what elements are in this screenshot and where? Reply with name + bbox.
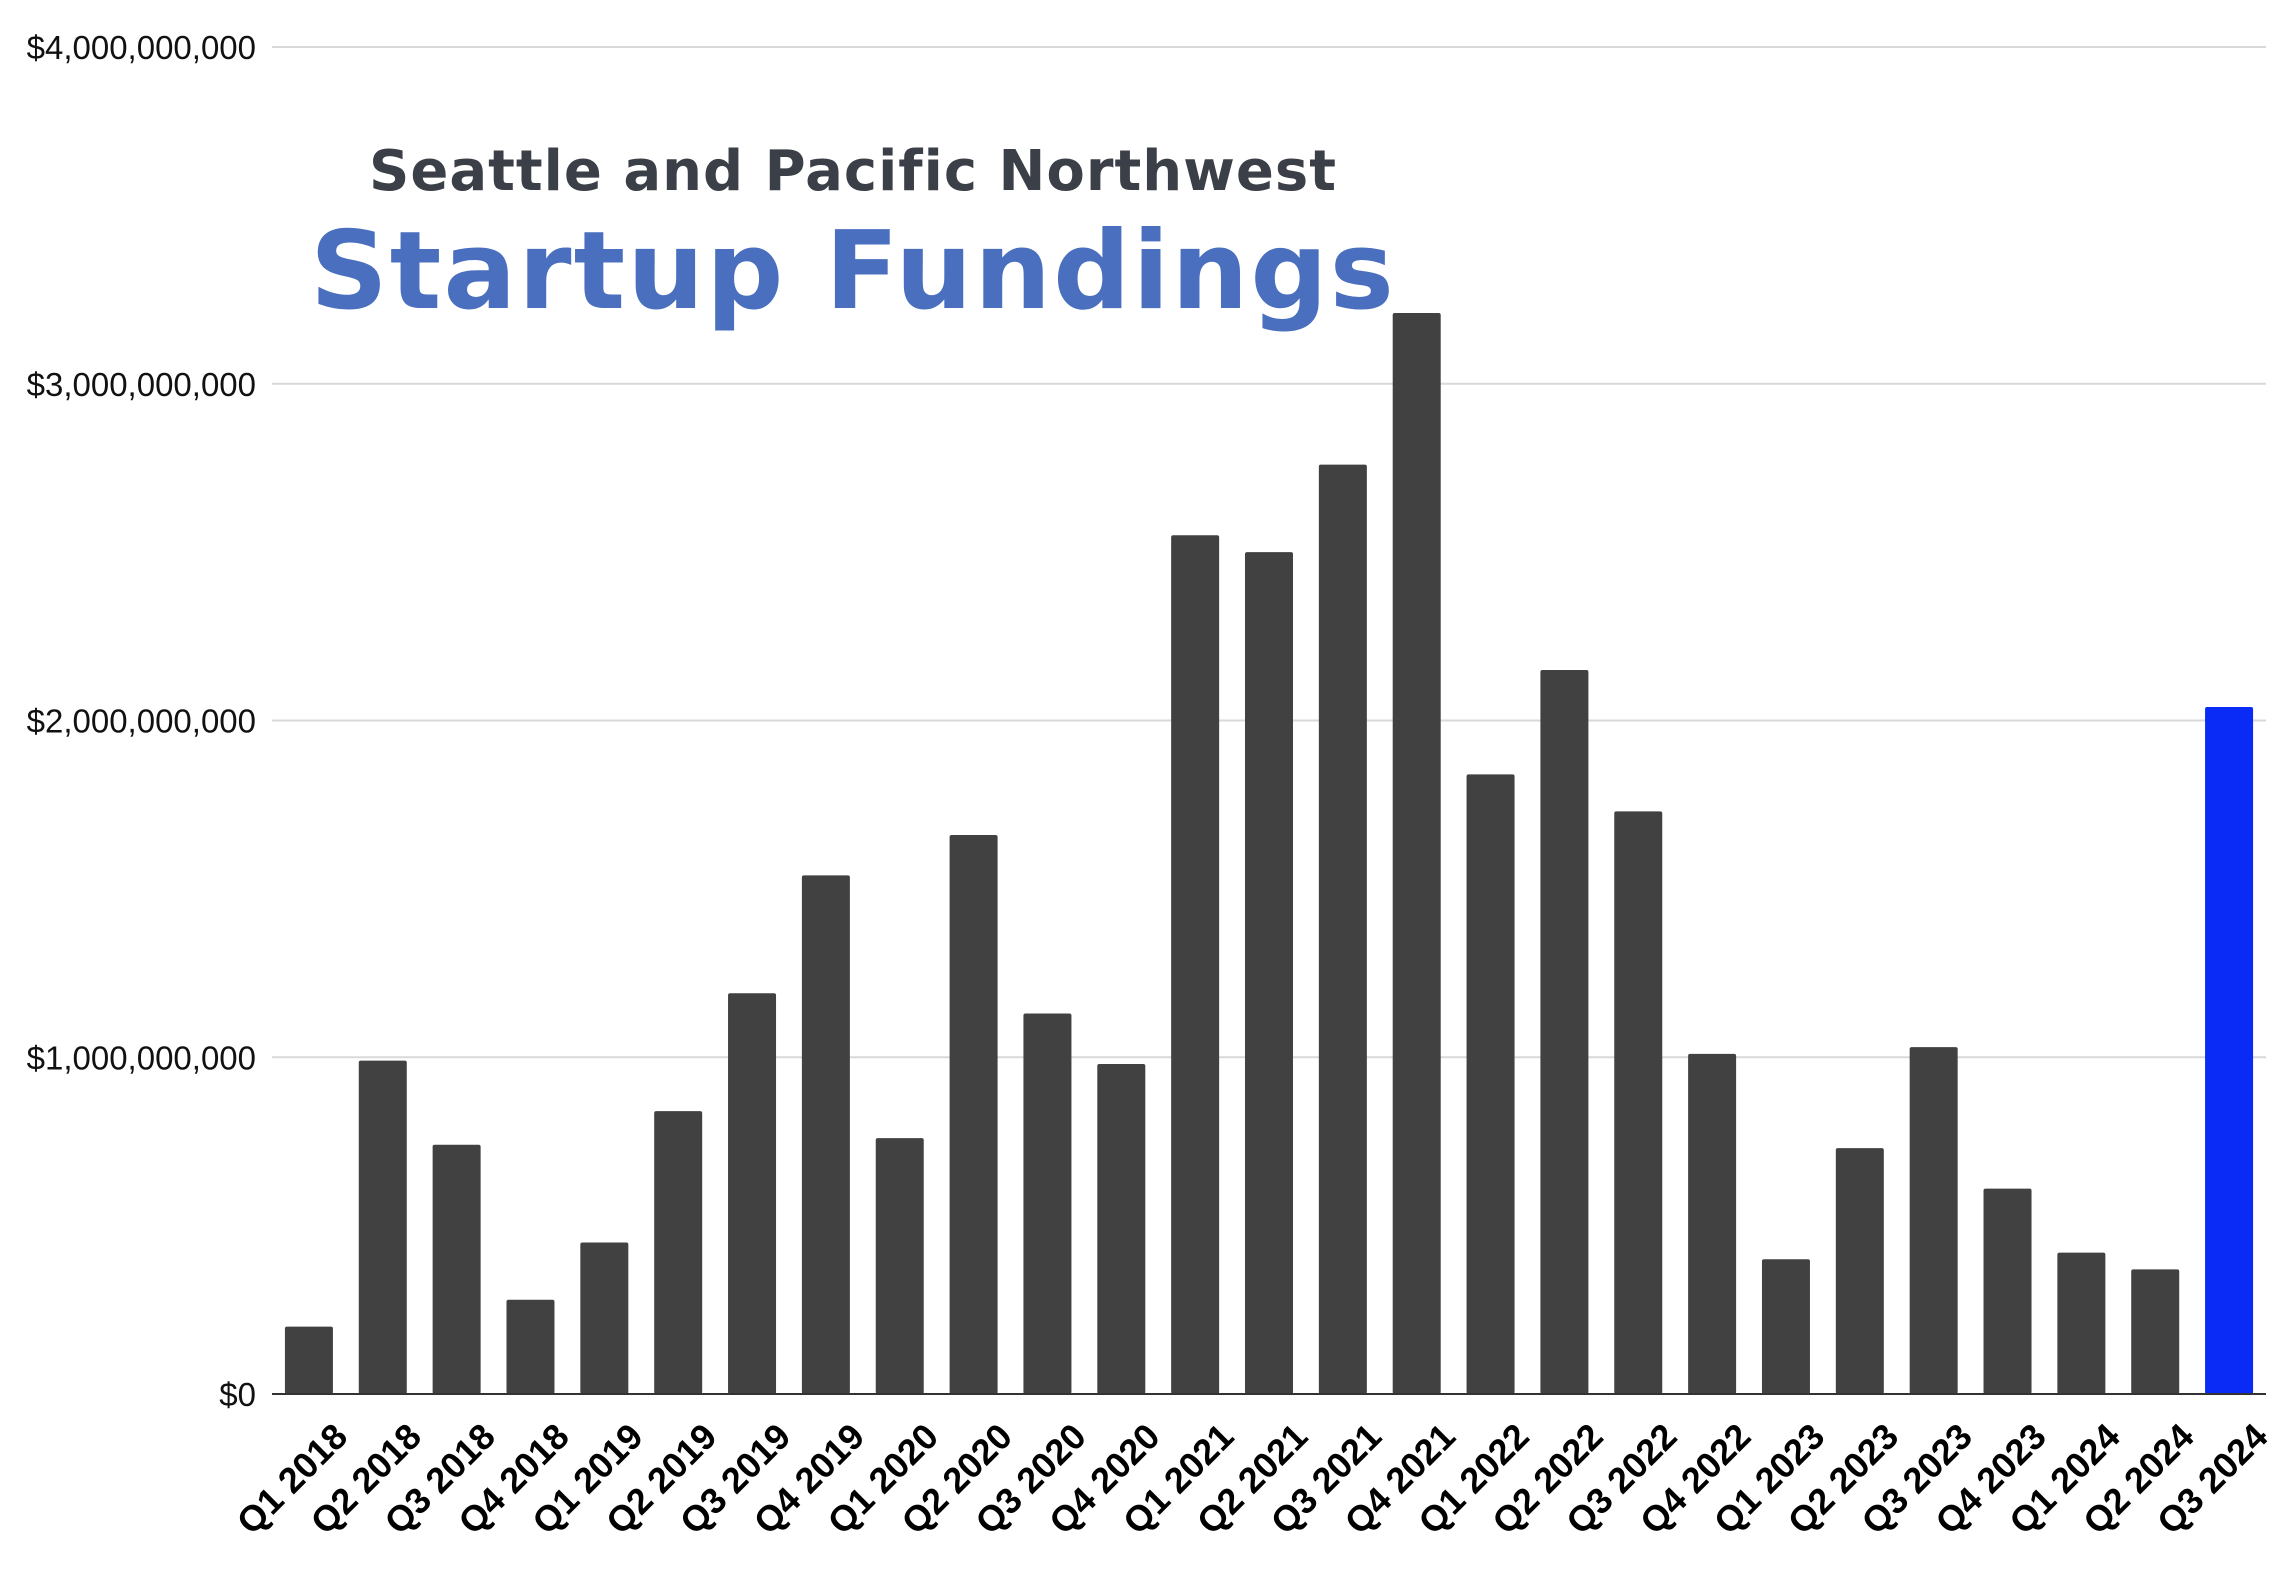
bar-q1-2019 [580, 1242, 629, 1394]
chart-title-line1: Seattle and Pacific Northwest [369, 139, 1337, 204]
bar-q3-2023 [1909, 1047, 1958, 1394]
bar-q4-2023 [1983, 1188, 2032, 1394]
bars [284, 313, 2254, 1395]
y-tick-label: $1,000,000,000 [27, 1039, 256, 1076]
bar-q3-2022 [1614, 811, 1663, 1394]
bar-q2-2019 [654, 1111, 703, 1394]
bar-q2-2020 [949, 834, 998, 1394]
bar-q1-2021 [1171, 535, 1220, 1394]
bar-q2-2024 [2131, 1269, 2180, 1394]
y-tick-label: $4,000,000,000 [27, 29, 256, 66]
bar-q1-2018 [284, 1326, 333, 1394]
bar-q2-2021 [1244, 552, 1294, 1394]
bar-q1-2024 [2057, 1252, 2106, 1394]
y-axis-tick-labels: $0 $1,000,000,000 $2,000,000,000 $3,000,000… [27, 29, 256, 1413]
bar-q3-2018 [432, 1144, 481, 1394]
bar-q4-2019 [801, 875, 850, 1394]
bar-q2-2022 [1540, 669, 1589, 1394]
bar-q4-2018 [506, 1299, 555, 1394]
bar-q4-2020 [1097, 1063, 1146, 1394]
bar-q3-2019 [728, 993, 777, 1394]
y-tick-label: $3,000,000,000 [27, 366, 256, 403]
bar-q2-2023 [1835, 1148, 1884, 1394]
chart-title-line2: Startup Fundings [310, 209, 1396, 334]
bar-q3-2021 [1318, 464, 1367, 1394]
bar-q1-2023 [1761, 1259, 1810, 1394]
bar-q1-2020 [875, 1138, 924, 1394]
bar-q1-2022 [1466, 774, 1515, 1394]
bar-q4-2021 [1392, 313, 1441, 1395]
bar-q3-2024 [2205, 707, 2254, 1394]
y-tick-label: $2,000,000,000 [27, 703, 256, 740]
bar-q2-2018 [358, 1060, 407, 1394]
y-tick-label: $0 [219, 1376, 256, 1413]
bar-q3-2020 [1023, 1013, 1072, 1394]
bar-q4-2022 [1688, 1053, 1737, 1394]
